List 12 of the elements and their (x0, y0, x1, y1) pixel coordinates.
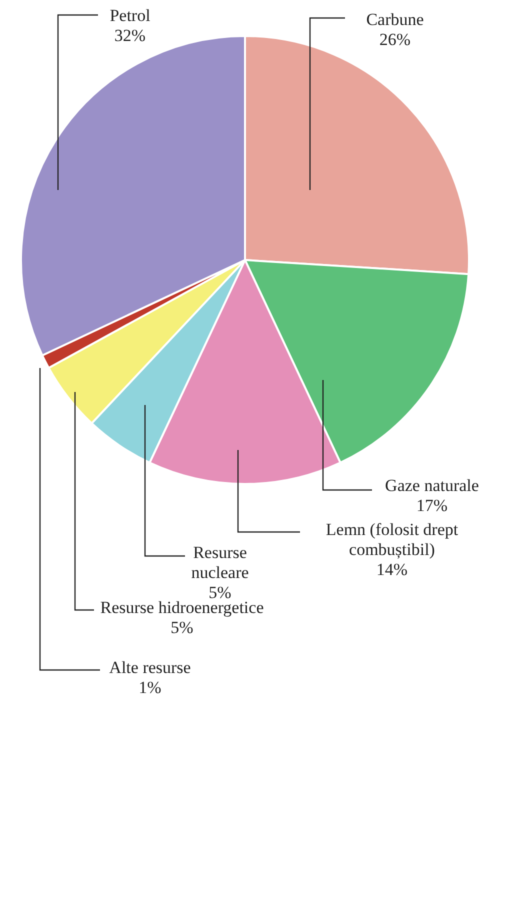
data-label: 26% (379, 30, 411, 49)
slice-label: Alte resurse (109, 658, 191, 677)
slice-label: Lemn (folosit drept combuștibil) (326, 520, 458, 559)
data-label: 1% (138, 678, 162, 697)
data-label: 14% (376, 560, 408, 579)
slice-label: Petrol (110, 6, 151, 25)
slice-label: Gaze naturale (385, 476, 479, 495)
data-label: 32% (114, 26, 146, 45)
slice-label: Carbune (366, 10, 424, 29)
data-label: 17% (416, 496, 448, 515)
data-label: 5% (170, 618, 194, 637)
slice-label: Resurse nucleare (191, 542, 249, 582)
